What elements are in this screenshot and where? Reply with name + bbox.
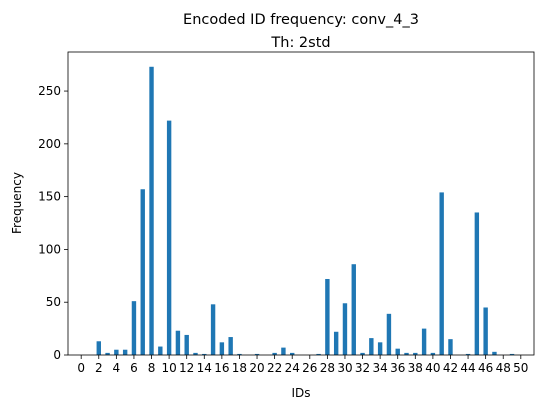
x-tick-label: 48 xyxy=(496,361,511,375)
bar-id-11 xyxy=(175,330,181,355)
chart-subtitle: Th: 2std xyxy=(270,35,330,51)
bar-id-9 xyxy=(158,346,163,355)
x-tick-label: 12 xyxy=(179,361,194,375)
bar-id-36 xyxy=(395,348,400,355)
y-tick-label: 100 xyxy=(38,242,61,256)
bar-id-18 xyxy=(237,353,242,355)
bar-id-2 xyxy=(96,341,101,355)
bar-id-47 xyxy=(492,351,497,355)
bar-id-41 xyxy=(439,192,444,355)
x-tick-label: 30 xyxy=(337,361,352,375)
bar-id-34 xyxy=(377,342,383,355)
x-tick-label: 6 xyxy=(130,361,138,375)
bar-id-16 xyxy=(219,342,225,355)
x-tick-label: 50 xyxy=(513,361,528,375)
bar-id-8 xyxy=(149,66,154,355)
bar-id-10 xyxy=(166,120,172,356)
x-tick-label: 24 xyxy=(285,361,300,375)
bar-id-46 xyxy=(483,307,488,355)
bars-group xyxy=(96,66,515,356)
y-tick-label: 250 xyxy=(38,84,61,98)
bar-id-35 xyxy=(386,313,392,355)
bar-id-31 xyxy=(351,264,356,355)
bar-id-24 xyxy=(290,352,295,355)
bar-id-42 xyxy=(448,339,453,355)
bar-id-5 xyxy=(122,349,128,355)
bar-id-3 xyxy=(105,352,110,355)
y-tick-label: 50 xyxy=(46,295,61,309)
bar-id-7 xyxy=(140,189,145,355)
x-tick-label: 28 xyxy=(320,361,335,375)
bar-id-45 xyxy=(474,212,480,355)
bar-id-44 xyxy=(465,353,471,355)
bar-id-27 xyxy=(316,353,321,355)
bar-id-37 xyxy=(404,352,409,355)
x-tick-label: 42 xyxy=(443,361,458,375)
y-axis-ticks: 0 50 100 150 200 250 xyxy=(38,84,68,362)
x-tick-label: 40 xyxy=(425,361,440,375)
bar-id-4 xyxy=(114,349,119,355)
bar-id-38 xyxy=(413,352,418,355)
x-tick-label: 36 xyxy=(390,361,405,375)
x-tick-label: 16 xyxy=(214,361,229,375)
bar-id-12 xyxy=(184,334,189,355)
x-tick-label: 14 xyxy=(197,361,212,375)
plot-frame xyxy=(67,51,535,356)
bar-id-39 xyxy=(421,328,427,355)
bar-id-40 xyxy=(430,352,436,355)
bar-id-6 xyxy=(131,301,137,355)
x-tick-label: 32 xyxy=(355,361,370,375)
y-axis-label: Frequency xyxy=(10,172,24,234)
x-tick-label: 44 xyxy=(460,361,475,375)
bar-id-33 xyxy=(369,338,374,355)
x-tick-label: 18 xyxy=(232,361,247,375)
chart-title: Encoded ID frequency: conv_4_3 xyxy=(183,12,419,28)
x-tick-label: 20 xyxy=(249,361,264,375)
bar-id-20 xyxy=(254,353,260,355)
bar-id-14 xyxy=(202,353,207,355)
x-axis-label: IDs xyxy=(291,386,310,400)
bar-id-17 xyxy=(228,337,233,355)
y-tick-label: 200 xyxy=(38,137,61,151)
x-tick-label: 46 xyxy=(478,361,493,375)
x-tick-label: 26 xyxy=(302,361,317,375)
x-tick-label: 10 xyxy=(161,361,176,375)
x-tick-label: 38 xyxy=(408,361,423,375)
bar-id-22 xyxy=(272,352,277,355)
y-tick-label: 0 xyxy=(53,348,61,362)
bar-id-30 xyxy=(342,303,348,355)
x-tick-label: 8 xyxy=(148,361,156,375)
x-tick-label: 34 xyxy=(372,361,387,375)
bar-id-13 xyxy=(193,352,198,355)
y-tick-label: 150 xyxy=(38,190,61,204)
x-axis-ticks: 0 2 4 6 8 10 12 14 16 18 20 22 24 26 28 30 32 34 36 38 40 42 4… xyxy=(77,355,528,375)
bar-id-49 xyxy=(509,353,515,355)
x-tick-label: 22 xyxy=(267,361,282,375)
bar-id-32 xyxy=(360,352,365,355)
x-tick-label: 2 xyxy=(95,361,103,375)
bar-id-23 xyxy=(281,347,286,355)
bar-id-15 xyxy=(210,304,216,355)
bar-id-29 xyxy=(333,331,339,355)
x-tick-label: 0 xyxy=(77,361,85,375)
x-tick-label: 4 xyxy=(113,361,121,375)
bar-id-28 xyxy=(325,278,330,355)
